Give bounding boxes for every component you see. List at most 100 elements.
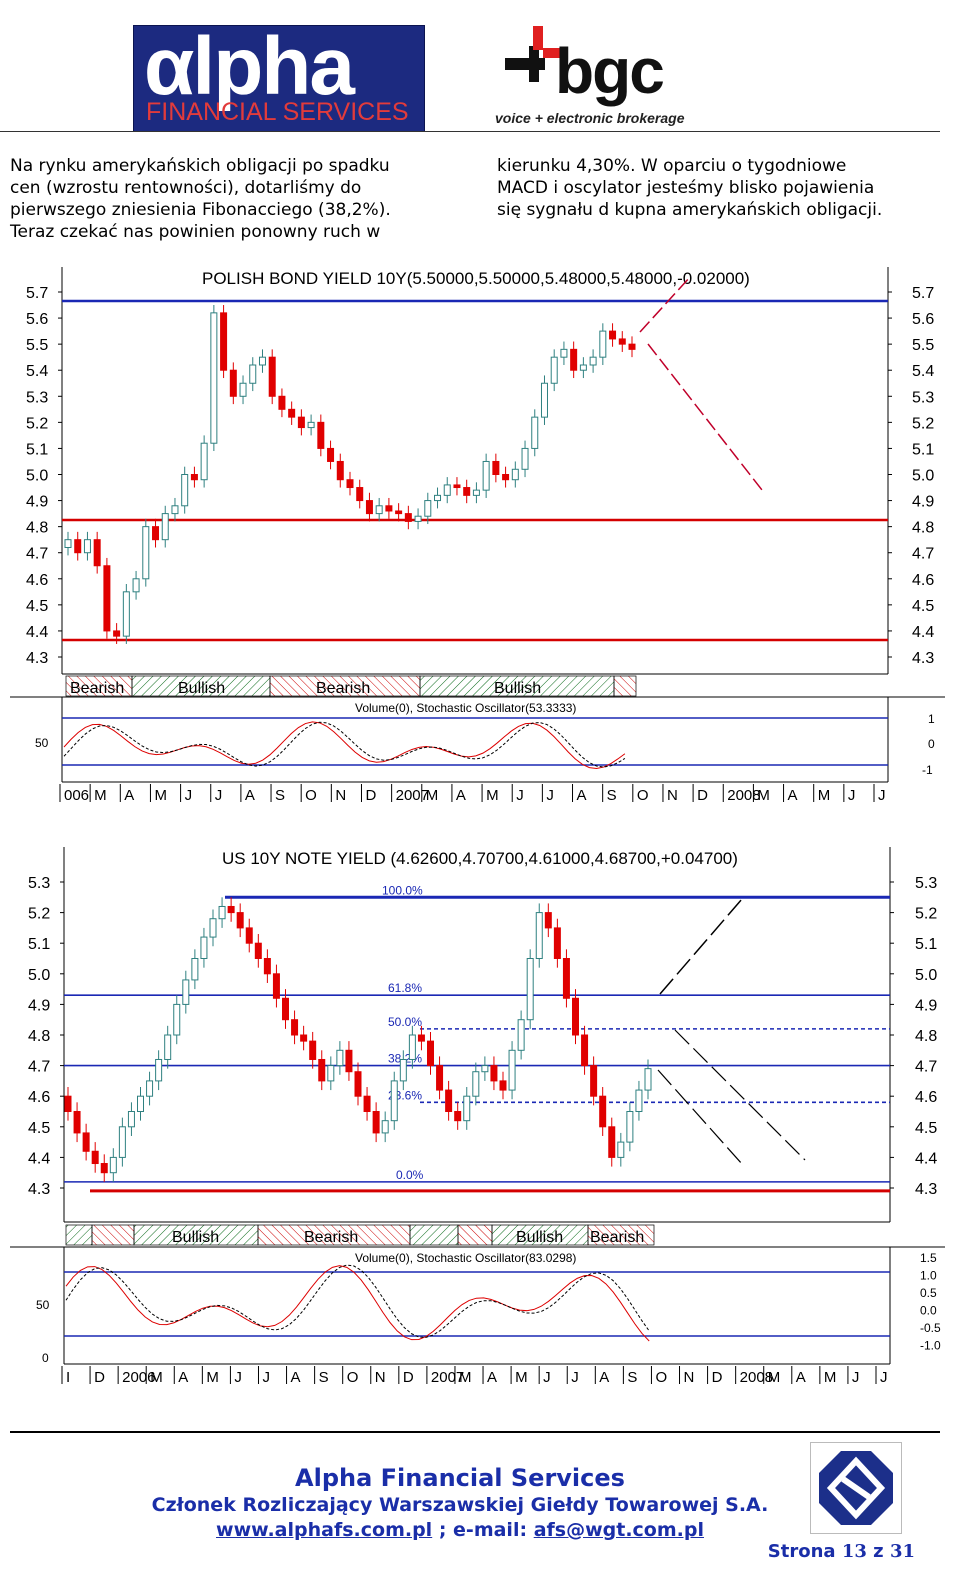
- candle-body: [609, 330, 617, 340]
- candle-body: [472, 1071, 480, 1097]
- x-tick-label: A: [577, 787, 587, 804]
- y-tick-label: 5.1: [915, 936, 937, 953]
- page-number: Strona 13 z 31: [768, 1541, 915, 1562]
- y-tick-label: 4.4: [912, 624, 934, 641]
- y-tick-label: 5.3: [26, 389, 48, 406]
- candle-body: [644, 1068, 652, 1091]
- y-tick-label: 4.7: [26, 546, 48, 563]
- y-tick-label: 5.2: [915, 906, 937, 923]
- x-tick-label: J: [878, 787, 886, 804]
- candle-body: [64, 1095, 72, 1112]
- y-tick-label: 5.0: [912, 468, 934, 485]
- x-tick-label: M: [150, 1369, 163, 1386]
- x-tick-label: 2007: [396, 787, 429, 804]
- x-tick-label: 2006: [122, 1369, 155, 1386]
- candle-body: [492, 460, 500, 475]
- candle-body: [137, 1095, 144, 1112]
- y-tick-label: 5.2: [26, 415, 48, 432]
- y-tick-label: 5.5: [26, 337, 48, 354]
- candle-body: [93, 539, 101, 567]
- osc-tick: 50: [35, 736, 49, 750]
- x-tick-label: O: [637, 787, 649, 804]
- candle-body: [297, 416, 305, 429]
- candle-body: [434, 494, 442, 502]
- oscillator-title: Volume(0), Stochastic Oscillator(83.0298…: [355, 1251, 576, 1265]
- candle-body: [482, 460, 490, 491]
- us-note-chart: US 10Y NOTE YIELD (4.62600,4.70700,4.610…: [10, 847, 945, 1386]
- candle-body: [562, 958, 570, 999]
- text-line: cen (wzrostu rentowności), dotarliśmy do: [10, 178, 362, 198]
- candle-body: [142, 526, 150, 580]
- candle-body: [200, 936, 208, 960]
- candle-body: [463, 487, 471, 496]
- candle-body: [327, 1065, 335, 1082]
- osc-tick: 1: [928, 712, 935, 726]
- x-tick-label: A: [796, 1369, 806, 1386]
- candle-body: [354, 1071, 362, 1097]
- candle-body: [307, 421, 315, 429]
- y-tick-label: 4.9: [915, 997, 937, 1014]
- candle-body: [472, 489, 480, 496]
- y-tick-label: 5.0: [915, 967, 937, 984]
- candle-body: [363, 1095, 371, 1112]
- candle-body: [229, 369, 237, 397]
- y-tick-label: 5.1: [28, 936, 50, 953]
- x-tick-label: M: [818, 787, 831, 804]
- footer-member: Członek Rozliczający Warszawskiej Giełdy…: [151, 1494, 769, 1516]
- website-link[interactable]: www.alphafs.com.pl: [216, 1519, 433, 1541]
- candle-body: [210, 312, 218, 444]
- band-label: Bearish: [70, 680, 124, 697]
- us-chart-title: US 10Y NOTE YIELD (4.62600,4.70700,4.610…: [222, 849, 738, 868]
- y-tick-label: 4.9: [28, 997, 50, 1014]
- body-column-left: Na rynku amerykańskich obligacji po spad…: [10, 155, 428, 243]
- polish-bond-chart: POLISH BOND YIELD 10Y(5.50000,5.50000,5.…: [10, 267, 945, 804]
- y-tick-label: 5.7: [912, 285, 934, 302]
- candle-body: [282, 997, 289, 1021]
- x-tick-label: M: [486, 787, 499, 804]
- x-tick-label: D: [94, 1369, 105, 1386]
- candle-body: [258, 356, 266, 366]
- x-tick-label: M: [94, 787, 107, 804]
- x-tick-label: M: [426, 787, 439, 804]
- x-tick-label: S: [627, 1369, 637, 1386]
- candle-body: [182, 979, 190, 1005]
- y-tick-label: 4.5: [915, 1120, 937, 1137]
- candle-body: [521, 447, 529, 470]
- candle-body: [526, 958, 534, 1021]
- x-tick-label: M: [757, 787, 770, 804]
- candle-body: [572, 997, 579, 1036]
- y-tick-label: 4.3: [915, 1181, 937, 1198]
- candle-body: [209, 918, 217, 938]
- text-line: kierunku 4,30%. W oparciu o tygodniowe: [497, 156, 847, 176]
- candle-body: [218, 905, 226, 920]
- x-tick-label: N: [667, 787, 678, 804]
- email-link[interactable]: afs@wgt.com.pl: [533, 1519, 704, 1541]
- x-tick-label: A: [245, 787, 255, 804]
- candle-body: [553, 927, 561, 960]
- candle-body: [100, 1163, 108, 1174]
- osc-tick: -1: [922, 763, 933, 777]
- sentiment-band: Bearish Bullish Bearish Bullish: [65, 675, 637, 697]
- y-tick-label: 5.3: [912, 389, 934, 406]
- projection-line: [647, 343, 763, 491]
- candle-body: [408, 1034, 416, 1060]
- candle-body: [550, 356, 558, 384]
- y-tick-label: 5.2: [912, 415, 934, 432]
- candle-body: [531, 416, 539, 449]
- x-tick-label: J: [571, 1369, 579, 1386]
- footer-contact: www.alphafs.com.pl ; e-mail: afs@wgt.com…: [0, 1519, 920, 1541]
- candle-body: [82, 1132, 90, 1152]
- candle-body: [245, 927, 253, 944]
- page-of: z: [873, 1541, 884, 1562]
- x-tick-label: A: [788, 787, 798, 804]
- y-tick-label: 4.5: [26, 598, 48, 615]
- candle-body: [181, 474, 189, 507]
- candle-body: [385, 505, 393, 512]
- candle-body: [155, 1058, 163, 1082]
- x-tick-label: J: [262, 1369, 270, 1386]
- y-tick-label: 5.0: [26, 468, 48, 485]
- candle-body: [599, 330, 607, 358]
- x-tick-label: A: [487, 1369, 497, 1386]
- y-tick-label: 5.4: [26, 363, 48, 380]
- y-tick-label: 5.4: [912, 363, 934, 380]
